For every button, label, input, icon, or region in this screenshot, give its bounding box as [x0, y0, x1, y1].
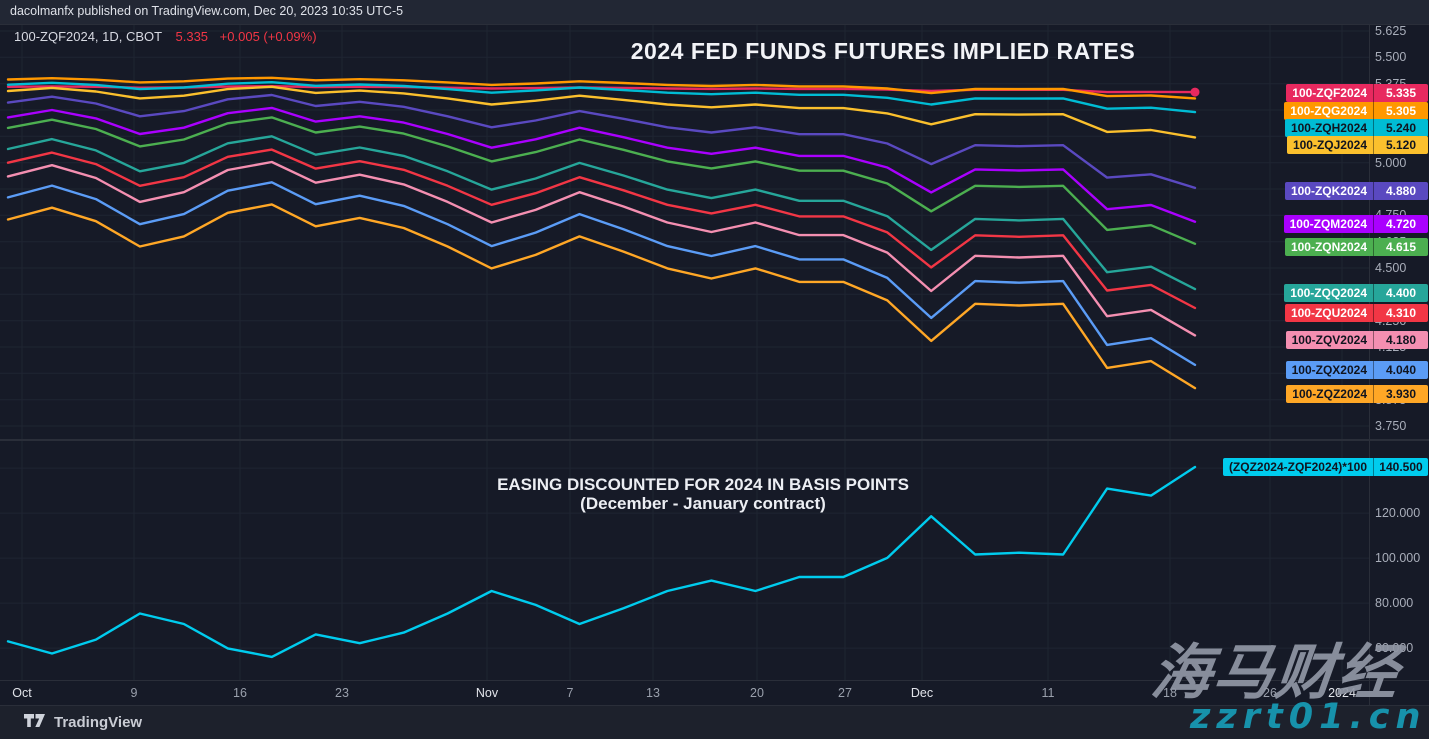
time-scale[interactable]: Oct 9 16 23 Nov 7 13 20 27 Dec 11 18 26 2024 — [0, 681, 1429, 705]
watermark-url: zzrt01.cn — [1190, 697, 1427, 737]
price-label-value: 4.720 — [1373, 215, 1428, 233]
price-label-value: 4.310 — [1373, 304, 1428, 322]
main-chart-title: 2024 FED FUNDS FUTURES IMPLIED RATES — [630, 38, 1136, 64]
time-axis-label-9: 9 — [130, 686, 138, 700]
series-line-100-ZQM2024[interactable] — [6, 106, 1197, 223]
price-label-100-ZQK2024[interactable]: 100-ZQK2024 4.880 — [1284, 182, 1428, 200]
price-label-100-ZQG2024[interactable]: 100-ZQG2024 5.305 — [1284, 102, 1428, 120]
series-line-100-ZQZ2024[interactable] — [6, 203, 1197, 390]
price-label-100-ZQQ2024[interactable]: 100-ZQQ2024 4.400 — [1284, 284, 1428, 302]
pane-separator[interactable] — [0, 439, 1429, 441]
price-axis-tick: 120.000 — [1375, 506, 1421, 521]
time-axis-label-2024: 2024 — [1328, 686, 1356, 700]
lower-pane-title-line2: (December - January contract) — [580, 494, 826, 513]
lower-pane-title-line1: EASING DISCOUNTED FOR 2024 IN BASIS POIN… — [497, 475, 909, 494]
series-line-100-ZQQ2024[interactable] — [6, 135, 1197, 291]
price-axis-tick: 5.625 — [1375, 24, 1407, 38]
price-label-value: 3.930 — [1373, 385, 1428, 403]
price-label-100-ZQM2024[interactable]: 100-ZQM2024 4.720 — [1283, 215, 1428, 233]
price-label-100-ZQZ2024[interactable]: 100-ZQZ2024 3.930 — [1286, 385, 1428, 403]
price-label-name: 100-ZQU2024 — [1290, 306, 1367, 320]
series-line-100-ZQX2024[interactable] — [6, 181, 1197, 367]
price-label-100-ZQX2024[interactable]: 100-ZQX2024 4.040 — [1285, 361, 1428, 379]
attribution-bar: dacolmanfx published on TradingView.com,… — [0, 0, 1429, 25]
price-label-value: 4.400 — [1373, 284, 1428, 302]
attribution-text: dacolmanfx published on TradingView.com,… — [10, 4, 404, 18]
time-axis-label-13: 13 — [646, 686, 660, 700]
time-axis-label-Dec: Dec — [910, 686, 934, 700]
price-label-100-ZQU2024[interactable]: 100-ZQU2024 4.310 — [1284, 304, 1428, 322]
time-axis-label-Nov: Nov — [475, 686, 499, 700]
series-line-(ZQZ2024-ZQF2024)*100[interactable] — [6, 465, 1197, 659]
price-label-value: 4.615 — [1373, 238, 1428, 256]
price-axis-tick: 5.500 — [1375, 50, 1407, 65]
series-line-100-ZQU2024[interactable] — [6, 148, 1197, 310]
price-change: +0.005 (+0.09%) — [219, 29, 317, 44]
time-axis-label-18: 18 — [1163, 686, 1177, 700]
series-line-100-ZQN2024[interactable] — [6, 116, 1197, 246]
price-label-value: 5.305 — [1373, 102, 1428, 120]
time-axis-label-16: 16 — [233, 686, 247, 700]
price-label-100-ZQF2024[interactable]: 100-ZQF2024 5.335 — [1286, 84, 1428, 102]
price-label-(ZQZ2024-ZQF2024)*100[interactable]: (ZQZ2024-ZQF2024)*100 140.500 — [1222, 458, 1428, 476]
symbol-legend: 100-ZQF2024, 1D, CBOT 5.335 +0.005 (+0.0… — [14, 29, 317, 44]
price-axis-tick: 100.000 — [1375, 551, 1421, 566]
chart-canvas[interactable] — [0, 0, 1429, 705]
price-axis-tick: 60.000 — [1375, 641, 1414, 656]
price-label-100-ZQV2024[interactable]: 100-ZQV2024 4.180 — [1285, 331, 1428, 349]
last-price-dot — [1190, 87, 1200, 97]
time-axis-label-20: 20 — [750, 686, 764, 700]
price-axis-tick: 3.750 — [1375, 419, 1407, 433]
price-label-value: 140.500 — [1373, 458, 1428, 476]
time-axis-label-23: 23 — [335, 686, 349, 700]
price-label-name: 100-ZQG2024 — [1290, 104, 1367, 118]
series-line-100-ZQV2024[interactable] — [6, 160, 1197, 337]
footer-bar: TradingView — [0, 705, 1429, 739]
series-line-100-ZQH2024[interactable] — [6, 80, 1197, 114]
price-label-name: 100-ZQK2024 — [1290, 184, 1367, 198]
price-label-name: 100-ZQV2024 — [1291, 333, 1367, 347]
series-line-100-ZQK2024[interactable] — [6, 93, 1197, 190]
price-label-value: 4.180 — [1373, 331, 1428, 349]
price-label-name: 100-ZQH2024 — [1290, 121, 1367, 135]
price-label-name: 100-ZQM2024 — [1289, 217, 1367, 231]
time-axis-label-27: 27 — [838, 686, 852, 700]
tradingview-brand-text[interactable]: TradingView — [54, 714, 143, 731]
time-axis-label-11: 11 — [1041, 686, 1055, 700]
tradingview-logo-icon[interactable] — [24, 713, 45, 732]
price-label-name: 100-ZQF2024 — [1292, 86, 1367, 100]
price-label-name: 100-ZQX2024 — [1291, 363, 1367, 377]
price-label-name: 100-ZQQ2024 — [1290, 286, 1367, 300]
price-label-100-ZQJ2024[interactable]: 100-ZQJ2024 5.120 — [1286, 136, 1428, 154]
time-scale-border — [0, 680, 1429, 681]
price-axis-tick: 5.000 — [1375, 155, 1407, 170]
time-axis-label-26: 26 — [1263, 686, 1277, 700]
price-label-value: 5.120 — [1373, 136, 1428, 154]
time-axis-label-Oct: Oct — [12, 686, 32, 700]
price-label-value: 5.335 — [1373, 84, 1428, 102]
price-label-value: 4.040 — [1373, 361, 1428, 379]
series-line-100-ZQJ2024[interactable] — [6, 85, 1197, 139]
last-price: 5.335 — [175, 29, 209, 44]
price-label-100-ZQN2024[interactable]: 100-ZQN2024 4.615 — [1284, 238, 1428, 256]
price-label-name: 100-ZQN2024 — [1290, 240, 1367, 254]
series-line-100-ZQG2024[interactable] — [6, 76, 1197, 100]
time-axis-label-7: 7 — [566, 686, 574, 700]
price-label-value: 5.240 — [1373, 119, 1428, 137]
price-axis-tick: 80.000 — [1375, 596, 1414, 611]
price-label-name: 100-ZQJ2024 — [1292, 138, 1367, 152]
price-label-name: (ZQZ2024-ZQF2024)*100 — [1228, 460, 1367, 474]
symbol-title[interactable]: 100-ZQF2024, 1D, CBOT — [14, 29, 162, 44]
price-label-name: 100-ZQZ2024 — [1292, 387, 1367, 401]
price-label-value: 4.880 — [1373, 182, 1428, 200]
price-label-100-ZQH2024[interactable]: 100-ZQH2024 5.240 — [1284, 119, 1428, 137]
price-axis-tick: 4.500 — [1375, 261, 1407, 275]
